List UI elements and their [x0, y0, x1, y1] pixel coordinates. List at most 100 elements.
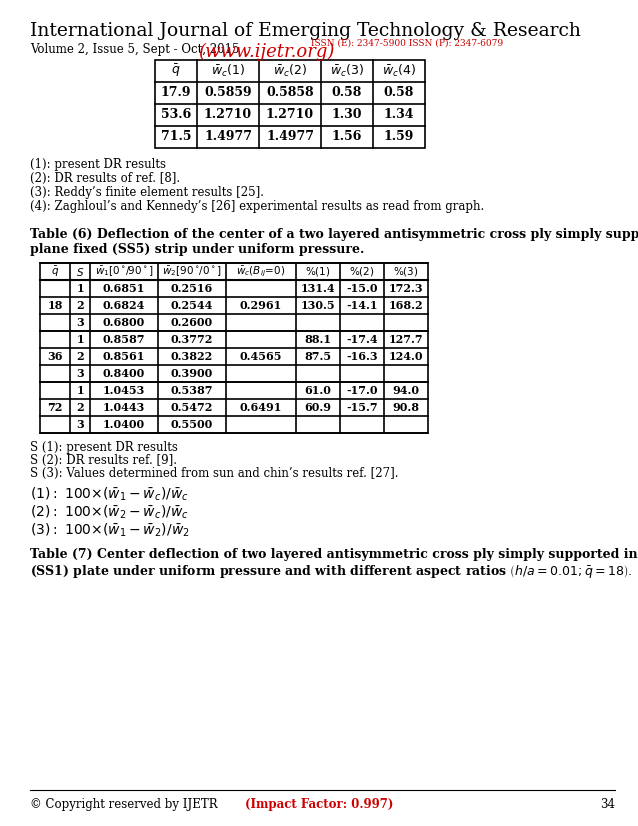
Text: (3): Reddy’s finite element results [25].: (3): Reddy’s finite element results [25]… — [30, 186, 264, 199]
Text: Volume 2, Issue 5, Sept - Oct, 2015: Volume 2, Issue 5, Sept - Oct, 2015 — [30, 43, 243, 56]
Text: 1.0400: 1.0400 — [103, 419, 145, 430]
Text: 1.59: 1.59 — [384, 131, 414, 144]
Text: 1.0443: 1.0443 — [103, 402, 145, 413]
Text: $(3){:}\ 100{\times}(\bar{w}_1-\bar{w}_2)/\bar{w}_2$: $(3){:}\ 100{\times}(\bar{w}_1-\bar{w}_2… — [30, 522, 189, 539]
Text: (www.ijetr.org): (www.ijetr.org) — [198, 43, 334, 61]
Text: Table (6) Deflection of the center of a two layered antisymmetric cross ply simp: Table (6) Deflection of the center of a … — [30, 228, 638, 241]
Text: $\%(2)$: $\%(2)$ — [349, 265, 375, 278]
Text: 1.4977: 1.4977 — [204, 131, 252, 144]
Text: 1: 1 — [76, 334, 84, 345]
Text: 72: 72 — [47, 402, 63, 413]
Text: -14.1: -14.1 — [346, 300, 378, 311]
Text: 36: 36 — [47, 351, 63, 362]
Text: ISSN (E): 2347-5900 ISSN (P): 2347-6079: ISSN (E): 2347-5900 ISSN (P): 2347-6079 — [308, 39, 503, 48]
Text: 0.5858: 0.5858 — [266, 87, 314, 99]
Text: -15.7: -15.7 — [346, 402, 378, 413]
Text: 0.2600: 0.2600 — [171, 317, 213, 328]
Text: 3: 3 — [76, 419, 84, 430]
Text: © Copyright reserved by IJETR: © Copyright reserved by IJETR — [30, 798, 218, 811]
Text: 1: 1 — [76, 385, 84, 396]
Bar — [40, 263, 428, 433]
Text: 88.1: 88.1 — [304, 334, 332, 345]
Text: 61.0: 61.0 — [304, 385, 331, 396]
Text: (1): present DR results: (1): present DR results — [30, 158, 166, 171]
Text: $\bar{w}_c(B_{ij}\!=\!0)$: $\bar{w}_c(B_{ij}\!=\!0)$ — [236, 264, 286, 278]
Text: Table (7) Center deflection of two layered antisymmetric cross ply simply suppor: Table (7) Center deflection of two layer… — [30, 548, 638, 561]
Text: 0.6851: 0.6851 — [103, 283, 145, 294]
Text: 0.6800: 0.6800 — [103, 317, 145, 328]
Text: 1.30: 1.30 — [332, 108, 362, 121]
Text: 0.5472: 0.5472 — [171, 402, 213, 413]
Text: plane fixed (SS5) strip under uniform pressure.: plane fixed (SS5) strip under uniform pr… — [30, 243, 364, 256]
Text: 1.4977: 1.4977 — [266, 131, 314, 144]
Text: $\bar{w}_c(1)$: $\bar{w}_c(1)$ — [211, 63, 245, 79]
Text: (Impact Factor: 0.997): (Impact Factor: 0.997) — [245, 798, 393, 811]
Text: 18: 18 — [47, 300, 63, 311]
Text: (2): DR results of ref. [8].: (2): DR results of ref. [8]. — [30, 172, 180, 185]
Text: S (3): Values determined from sun and chin’s results ref. [27].: S (3): Values determined from sun and ch… — [30, 467, 399, 480]
Text: $\bar{w}_2[90^\circ\!/0^\circ]$: $\bar{w}_2[90^\circ\!/0^\circ]$ — [162, 264, 222, 278]
Text: 0.58: 0.58 — [384, 87, 414, 99]
Text: S (2): DR results ref. [9].: S (2): DR results ref. [9]. — [30, 454, 177, 467]
Text: (4): Zaghloul’s and Kennedy’s [26] experimental results as read from graph.: (4): Zaghloul’s and Kennedy’s [26] exper… — [30, 200, 484, 213]
Text: 90.8: 90.8 — [392, 402, 420, 413]
Text: 0.58: 0.58 — [332, 87, 362, 99]
Text: 172.3: 172.3 — [389, 283, 423, 294]
Text: 0.3822: 0.3822 — [171, 351, 213, 362]
Text: 0.8587: 0.8587 — [103, 334, 145, 345]
Text: -17.4: -17.4 — [346, 334, 378, 345]
Text: 130.5: 130.5 — [300, 300, 336, 311]
Text: 0.6824: 0.6824 — [103, 300, 145, 311]
Text: 168.2: 168.2 — [389, 300, 423, 311]
Text: 87.5: 87.5 — [304, 351, 332, 362]
Text: -17.0: -17.0 — [346, 385, 378, 396]
Text: 1.34: 1.34 — [383, 108, 414, 121]
Text: 71.5: 71.5 — [161, 131, 191, 144]
Text: 0.3772: 0.3772 — [171, 334, 213, 345]
Text: 3: 3 — [76, 368, 84, 379]
Text: 60.9: 60.9 — [304, 402, 332, 413]
Text: 124.0: 124.0 — [389, 351, 423, 362]
Text: 0.8400: 0.8400 — [103, 368, 145, 379]
Text: 2: 2 — [76, 402, 84, 413]
Text: $\bar{q}$: $\bar{q}$ — [51, 264, 59, 278]
Bar — [155, 60, 425, 148]
Text: 0.5500: 0.5500 — [171, 419, 213, 430]
Text: 0.2516: 0.2516 — [171, 283, 213, 294]
Text: 0.5859: 0.5859 — [204, 87, 252, 99]
Text: International Journal of Emerging Technology & Research: International Journal of Emerging Techno… — [30, 22, 581, 40]
Text: -15.0: -15.0 — [346, 283, 378, 294]
Text: 17.9: 17.9 — [161, 87, 191, 99]
Text: 1: 1 — [76, 283, 84, 294]
Text: $\%(3)$: $\%(3)$ — [393, 265, 419, 278]
Text: $\%(1)$: $\%(1)$ — [305, 265, 331, 278]
Text: 0.4565: 0.4565 — [240, 351, 282, 362]
Text: 2: 2 — [76, 351, 84, 362]
Text: 127.7: 127.7 — [389, 334, 423, 345]
Text: 1.2710: 1.2710 — [266, 108, 314, 121]
Text: S (1): present DR results: S (1): present DR results — [30, 441, 178, 454]
Text: 0.2961: 0.2961 — [240, 300, 282, 311]
Text: 131.4: 131.4 — [300, 283, 336, 294]
Text: 0.8561: 0.8561 — [103, 351, 145, 362]
Text: 2: 2 — [76, 300, 84, 311]
Text: 1.0453: 1.0453 — [103, 385, 145, 396]
Text: 53.6: 53.6 — [161, 108, 191, 121]
Text: 0.5387: 0.5387 — [171, 385, 213, 396]
Text: 3: 3 — [76, 317, 84, 328]
Text: $\bar{q}$: $\bar{q}$ — [171, 63, 181, 79]
Text: $(1){:}\ 100{\times}(\bar{w}_1-\bar{w}_c)/\bar{w}_c$: $(1){:}\ 100{\times}(\bar{w}_1-\bar{w}_c… — [30, 486, 189, 503]
Text: 94.0: 94.0 — [392, 385, 420, 396]
Text: $\bar{w}_c(4)$: $\bar{w}_c(4)$ — [382, 63, 416, 79]
Text: $\bar{w}_c(2)$: $\bar{w}_c(2)$ — [273, 63, 307, 79]
Text: $S$: $S$ — [76, 265, 84, 278]
Text: 0.3900: 0.3900 — [171, 368, 213, 379]
Text: 0.2544: 0.2544 — [171, 300, 213, 311]
Text: $\bar{w}_c(3)$: $\bar{w}_c(3)$ — [330, 63, 364, 79]
Text: 34: 34 — [600, 798, 615, 811]
Text: $\bar{w}_1[0^\circ\!/90^\circ]$: $\bar{w}_1[0^\circ\!/90^\circ]$ — [94, 264, 153, 278]
Text: $(2){:}\ 100{\times}(\bar{w}_2-\bar{w}_c)/\bar{w}_c$: $(2){:}\ 100{\times}(\bar{w}_2-\bar{w}_c… — [30, 504, 189, 521]
Text: (SS1) plate under uniform pressure and with different aspect ratios $\left(h/a=0: (SS1) plate under uniform pressure and w… — [30, 563, 632, 580]
Text: -16.3: -16.3 — [346, 351, 378, 362]
Text: 0.6491: 0.6491 — [240, 402, 282, 413]
